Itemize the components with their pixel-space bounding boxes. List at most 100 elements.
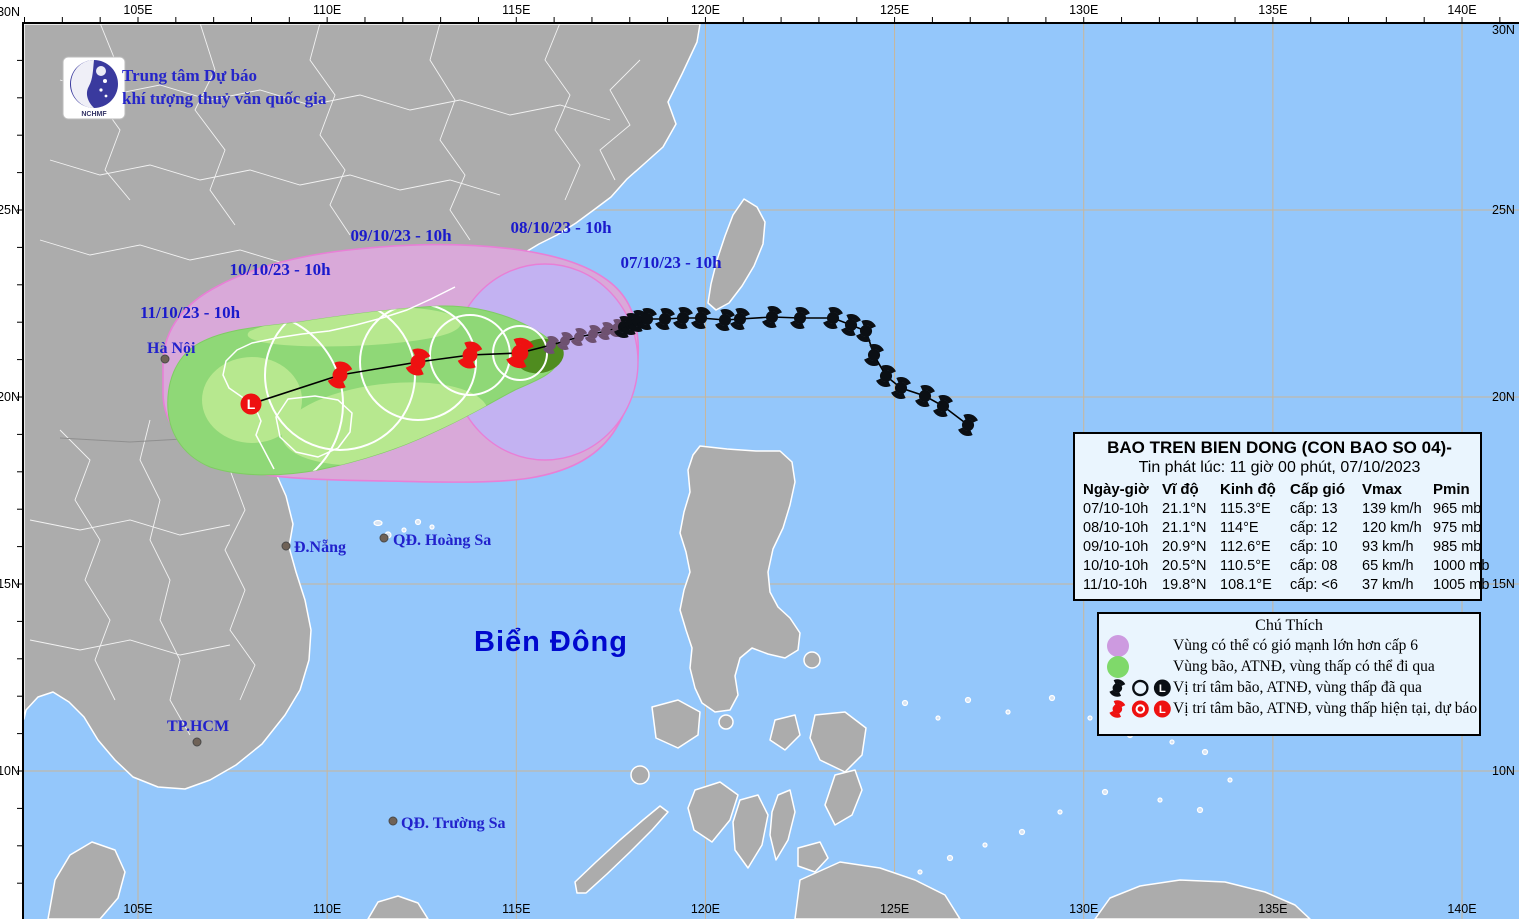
sea-name-label: Biển Đông xyxy=(474,626,628,658)
storm-symbols: L xyxy=(240,302,983,440)
mindanao-north xyxy=(794,861,961,919)
lon-label-bottom: 135E xyxy=(1258,902,1287,916)
table-cell: 108.1°E xyxy=(1220,577,1272,593)
legend-row-past-symbols: L Vị trí tâm bão, ATNĐ, vùng thấp đã qua xyxy=(1099,676,1479,699)
storm-info-panel: BAO TREN BIEN DONG (CON BAO SO 04)- Tin … xyxy=(1073,432,1489,601)
city-label: Đ.Nẵng xyxy=(294,539,346,556)
table-cell: 21.1°N xyxy=(1162,501,1207,517)
top-margin xyxy=(0,0,1519,22)
leyte-island xyxy=(824,769,863,826)
table-cell: 21.1°N xyxy=(1162,520,1207,536)
lat-label-left: 10N xyxy=(0,764,20,778)
legend-label: Vùng bão, ATNĐ, vùng thấp có thể đi qua xyxy=(1173,657,1435,675)
depression-forecast-icon xyxy=(1131,700,1149,717)
lon-label-top: 130E xyxy=(1069,3,1098,17)
legend-label: Vị trí tâm bão, ATNĐ, vùng thấp đã qua xyxy=(1173,678,1422,696)
track-date-labels: 11/10/23 - 10h 10/10/23 - 10h 09/10/23 - 1… xyxy=(140,218,722,322)
lon-label-top: 135E xyxy=(1258,3,1287,17)
table-cell: 20.5°N xyxy=(1162,558,1207,574)
natuna-island xyxy=(367,895,429,919)
logo-wave-icon xyxy=(71,60,94,108)
table-cell: 114°E xyxy=(1220,520,1259,536)
city-label: TP.HCM xyxy=(167,718,229,735)
purple-area-icon xyxy=(1107,634,1129,657)
table-header: Cấp gió xyxy=(1290,481,1345,498)
table-cell: 10/10-10h xyxy=(1083,558,1149,574)
small-islands xyxy=(373,518,1233,875)
nchmf-logo: NCHMF xyxy=(62,56,126,120)
logo-cloud-icon xyxy=(96,66,106,76)
taiwan-island xyxy=(707,198,766,311)
table-cell: 93 km/h xyxy=(1362,539,1414,555)
axis-ticks-labels: 105E 110E 115E 120E 125E 130E 135E 140E 25N 20N 15… xyxy=(0,3,1501,884)
lon-label-bottom: 140E xyxy=(1447,902,1476,916)
track-date-label: 09/10/23 - 10h xyxy=(350,226,452,245)
table-cell: 19.8°N xyxy=(1162,577,1207,593)
table-cell: 20.9°N xyxy=(1162,539,1207,555)
samar-island xyxy=(809,711,867,773)
lat-label-right: 15N xyxy=(1492,577,1515,591)
uncertainty-circle xyxy=(429,314,511,396)
table-cell: 110.5°E xyxy=(1220,558,1271,574)
lat-label-left: 25N xyxy=(0,203,20,217)
legend-panel: Chú Thích Vùng có thể có gió mạnh lớn hơ… xyxy=(1097,612,1481,736)
track-date-label: 08/10/23 - 10h xyxy=(510,218,612,237)
busuanga-island xyxy=(630,765,650,785)
marinduque-island xyxy=(718,714,734,730)
storm-info-table: Ngày-giờ Vĩ độ Kinh độ Cấp gió Vmax Pmin 07/10… xyxy=(1083,481,1489,593)
table-cell: 1005 mb xyxy=(1433,577,1490,593)
luzon-island xyxy=(679,445,801,713)
legend-label: Vị trí tâm bão, ATNĐ, vùng thấp hiện tại… xyxy=(1173,699,1478,717)
city-label: QĐ. Trường Sa xyxy=(401,815,506,832)
table-cell: cấp: 10 xyxy=(1290,539,1338,555)
org-name-line1: Trung tâm Dự báo xyxy=(122,66,257,85)
table-cell: 115.3°E xyxy=(1220,501,1271,517)
table-cell: cấp: 08 xyxy=(1290,558,1338,574)
table-header: Vĩ độ xyxy=(1162,481,1199,498)
cebu-island xyxy=(769,789,796,861)
lon-label-top: 140E xyxy=(1447,3,1476,17)
table-cell: 120 km/h xyxy=(1362,520,1422,536)
table-cell: 965 mb xyxy=(1433,501,1482,517)
org-name-line2: khí tượng thuỷ văn quốc gia xyxy=(122,89,327,108)
track-date-label: 10/10/23 - 10h xyxy=(229,260,331,279)
depression-past-icon xyxy=(1131,679,1149,696)
lon-label-bottom: 120E xyxy=(691,902,720,916)
left-margin xyxy=(0,0,22,919)
lon-label-top: 120E xyxy=(691,3,720,17)
lon-label-top: 105E xyxy=(123,3,152,17)
legend-row-wind-area: Vùng có thể có gió mạnh lớn hơn cấp 6 xyxy=(1099,634,1479,657)
table-cell: 37 km/h xyxy=(1362,577,1414,593)
table-header: Kinh độ xyxy=(1220,481,1276,498)
table-cell: 07/10-10h xyxy=(1083,501,1149,517)
table-cell: cấp: <6 xyxy=(1290,577,1338,593)
panay-island xyxy=(687,781,739,843)
legend-row-forecast-symbols: L Vị trí tâm bão, ATNĐ, vùng thấp hiện t… xyxy=(1099,697,1479,720)
storm-info-title: BAO TREN BIEN DONG (CON BAO SO 04)- xyxy=(1107,438,1452,457)
city-label: QĐ. Hoàng Sa xyxy=(393,532,491,549)
negros-island xyxy=(732,794,769,869)
table-cell: 975 mb xyxy=(1433,520,1482,536)
uncertainty-circle xyxy=(359,305,477,421)
lat-label-left: 15N xyxy=(0,577,20,591)
corner-label: 30N xyxy=(0,5,20,19)
svg-text:L: L xyxy=(1159,703,1166,715)
lon-label-top: 115E xyxy=(502,3,530,17)
catanduanes-island xyxy=(803,651,821,669)
lon-label-top: 110E xyxy=(313,3,341,17)
city-dot xyxy=(379,533,389,543)
low-pressure-letter: L xyxy=(247,396,256,412)
table-cell: 1000 mb xyxy=(1433,558,1490,574)
track-date-label: 11/10/23 - 10h xyxy=(140,303,241,322)
lon-label-top: 125E xyxy=(880,3,909,17)
masbate-island xyxy=(769,714,801,751)
lon-label-bottom: 125E xyxy=(880,902,909,916)
table-cell: 11/10-10h xyxy=(1083,577,1148,593)
table-header: Pmin xyxy=(1433,481,1470,498)
mindoro-island xyxy=(651,699,701,749)
table-cell: 112.6°E xyxy=(1220,539,1271,555)
low-forecast-icon: L xyxy=(1154,700,1172,717)
lat-label-right: 20N xyxy=(1492,390,1515,404)
typhoon-forecast-icon xyxy=(1107,697,1128,720)
